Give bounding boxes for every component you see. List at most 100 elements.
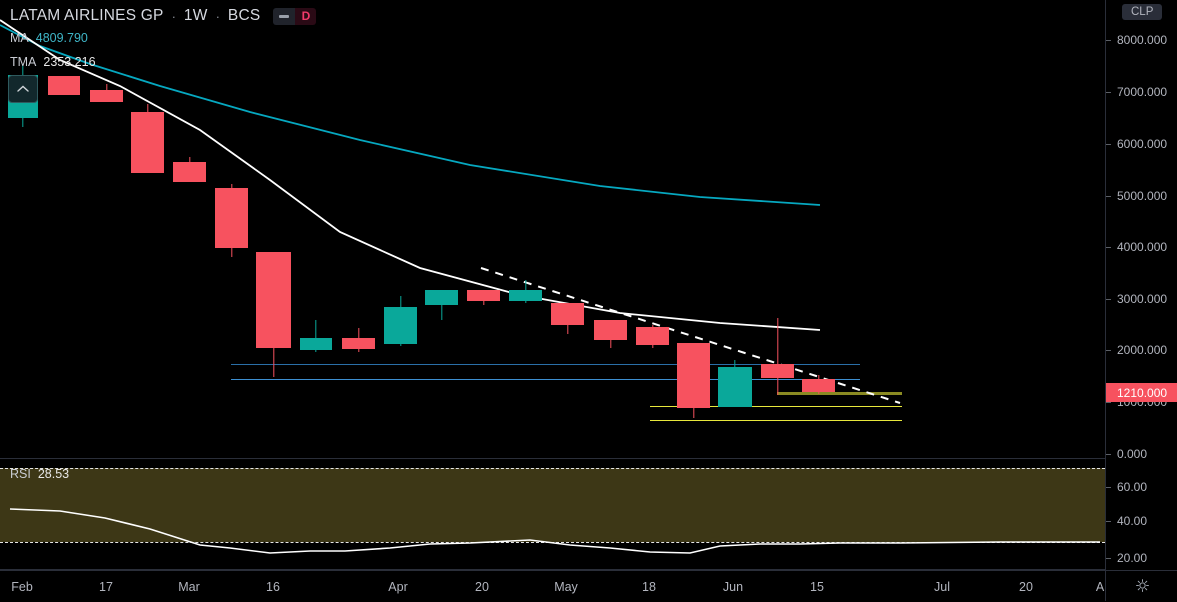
candle-body xyxy=(48,76,80,95)
interval-label[interactable]: 1W xyxy=(183,7,208,24)
candle-body xyxy=(215,188,248,248)
candle-body xyxy=(425,290,458,305)
price-tick-label: 3000.000 xyxy=(1117,292,1168,306)
rsi-tick-label: 20.00 xyxy=(1117,551,1148,565)
candle-body xyxy=(718,367,752,407)
price-tick: 7000.000 xyxy=(1106,85,1177,99)
price-tick: 8000.000 xyxy=(1106,33,1177,47)
legend-tma-name: TMA xyxy=(10,55,37,69)
header-separator-2: · xyxy=(215,8,220,24)
current-price-badge[interactable]: 1210.000 xyxy=(1106,383,1177,402)
time-tick-label: 20 xyxy=(1019,580,1033,594)
legend-ma-value: 4809.790 xyxy=(35,31,88,45)
legend-ma[interactable]: MA 4809.790 xyxy=(10,31,88,45)
candle-body xyxy=(677,343,710,408)
rsi-pane[interactable]: RSI 28.53 xyxy=(0,460,1105,570)
daily-badge[interactable]: D xyxy=(295,7,317,25)
yellow-support-upper[interactable] xyxy=(650,406,902,407)
candle-wick xyxy=(440,290,443,320)
rsi-tick: 40.00 xyxy=(1106,514,1177,528)
time-tick-label: 18 xyxy=(642,580,656,594)
candle-down xyxy=(90,84,123,102)
symbol-name[interactable]: LATAM AIRLINES GP xyxy=(10,7,164,24)
price-tick: 4000.000 xyxy=(1106,240,1177,254)
candle-down xyxy=(551,303,584,334)
price-tick: 0.000 xyxy=(1106,447,1177,461)
chart-settings-button[interactable] xyxy=(1105,570,1177,601)
price-tick-label: 5000.000 xyxy=(1117,189,1168,203)
interval-badge-group[interactable]: D xyxy=(273,7,317,25)
price-tick-label: 6000.000 xyxy=(1117,137,1168,151)
candle-body xyxy=(342,338,375,349)
candle-up xyxy=(384,296,417,346)
rsi-oversold-line xyxy=(0,542,1105,543)
candle-body xyxy=(594,320,627,340)
tma-line xyxy=(0,19,821,331)
rsi-overbought-line xyxy=(0,468,1105,469)
candle-down xyxy=(636,325,669,348)
collapse-pane-button[interactable] xyxy=(8,75,38,103)
header-separator-1: · xyxy=(171,8,176,24)
candle-body xyxy=(384,307,417,344)
time-axis[interactable]: Feb 17 Mar 16 Apr 20 May 18 Jun 15 Jul 20 A xyxy=(0,570,1177,602)
candle-body xyxy=(761,364,794,378)
rsi-tick-label: 60.00 xyxy=(1117,480,1148,494)
legend-rsi-name: RSI xyxy=(10,467,31,481)
time-tick-label: 15 xyxy=(810,580,824,594)
pane-divider-bottom xyxy=(0,569,1105,570)
candle-body xyxy=(131,112,164,173)
currency-chip[interactable]: CLP xyxy=(1122,4,1163,20)
price-tick: 5000.000 xyxy=(1106,189,1177,203)
price-tick: 3000.000 xyxy=(1106,292,1177,306)
exchange-label[interactable]: BCS xyxy=(227,7,261,24)
legend-tma-value: 2353.216 xyxy=(43,55,96,69)
minus-icon[interactable] xyxy=(273,7,296,25)
price-tick: 6000.000 xyxy=(1106,137,1177,151)
time-tick-label: 17 xyxy=(99,580,113,594)
ma-line xyxy=(0,24,821,206)
candle-down xyxy=(677,343,710,418)
rsi-tick-label: 40.00 xyxy=(1117,514,1148,528)
symbol-header[interactable]: LATAM AIRLINES GP · 1W · BCS D xyxy=(10,5,317,27)
price-tick-label: 2000.000 xyxy=(1117,343,1168,357)
candle-up xyxy=(425,290,458,320)
candle-body xyxy=(173,162,206,182)
time-tick-label: May xyxy=(554,580,578,594)
legend-rsi-value: 28.53 xyxy=(37,467,70,481)
gear-icon xyxy=(1135,579,1149,592)
legend-tma[interactable]: TMA 2353.216 xyxy=(10,55,96,69)
time-tick-label: 16 xyxy=(266,580,280,594)
candle-body xyxy=(636,327,669,345)
yellow-support-lower[interactable] xyxy=(650,420,902,421)
candle-down xyxy=(467,290,500,305)
time-tick-label: Apr xyxy=(388,580,408,594)
rsi-tick: 60.00 xyxy=(1106,480,1177,494)
candle-down xyxy=(173,157,206,182)
candle-down xyxy=(802,375,835,394)
price-pane[interactable]: LATAM AIRLINES GP · 1W · BCS D MA 4809.79… xyxy=(0,0,1105,458)
legend-rsi[interactable]: RSI 28.53 xyxy=(10,467,69,481)
candle-down xyxy=(594,320,627,348)
candle-down xyxy=(761,318,794,395)
olive-support[interactable] xyxy=(777,392,902,395)
time-tick-label: Mar xyxy=(178,580,200,594)
time-tick-label: 20 xyxy=(475,580,489,594)
indicator-overlay xyxy=(0,19,901,404)
candle-body xyxy=(509,290,542,301)
price-tick-label: 0.000 xyxy=(1117,447,1148,461)
time-tick-label: Jul xyxy=(934,580,950,594)
pane-divider-top xyxy=(0,458,1105,459)
time-tick-label: Feb xyxy=(11,580,33,594)
price-axis[interactable]: CLP 8000.000 7000.000 6000.000 5000.000 4000… xyxy=(1105,0,1177,570)
candle-body xyxy=(467,290,500,301)
candle-up xyxy=(718,360,752,407)
candle-body xyxy=(256,252,291,348)
candle-body xyxy=(300,338,332,350)
time-tick-label: A xyxy=(1095,580,1105,594)
candle-up xyxy=(509,280,542,303)
candle-body xyxy=(551,303,584,325)
time-tick-label: Jun xyxy=(722,580,744,594)
candle-wick xyxy=(776,318,779,395)
candle-down xyxy=(48,76,80,95)
